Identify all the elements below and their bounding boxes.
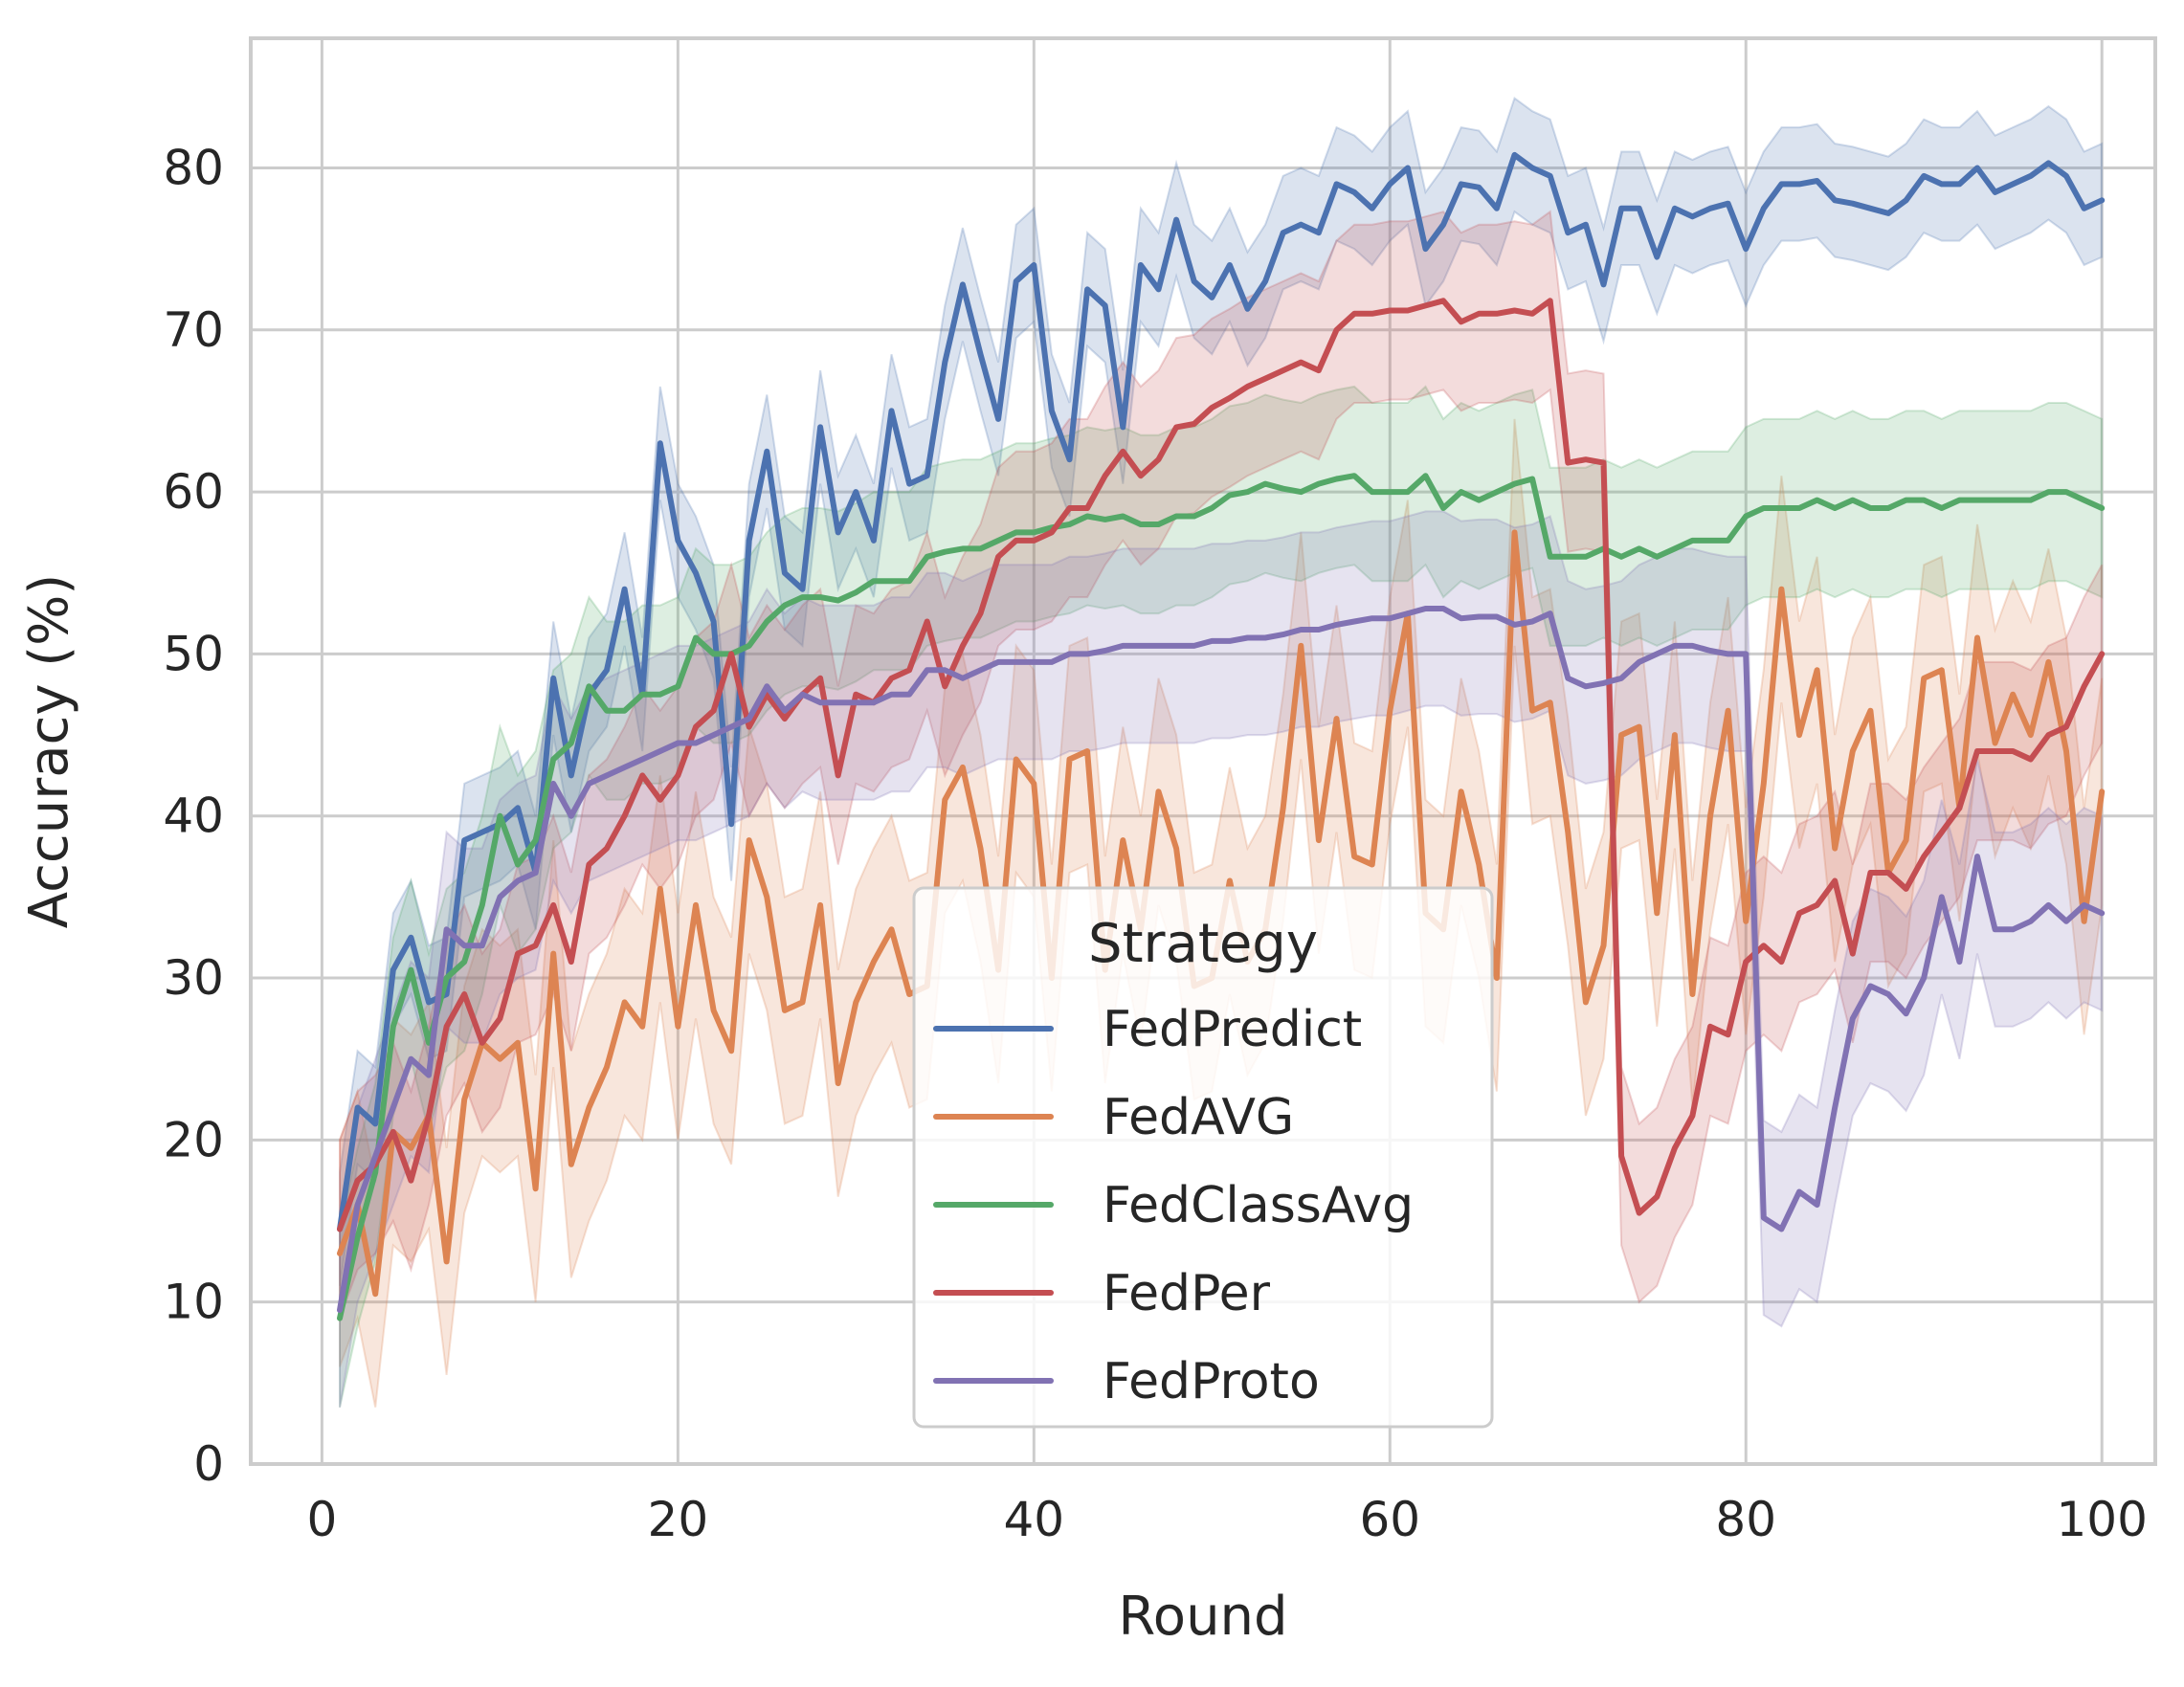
tick-labels: 0 20 40 60 80 100 0 10 20 30 40 50 60 70 80 (163, 140, 2148, 1547)
x-tick-label-80: 80 (1715, 1492, 1776, 1547)
fedproto-confidence-band (339, 510, 2104, 1408)
x-tick-label-60: 60 (1359, 1492, 1420, 1547)
x-tick-label-20: 20 (648, 1492, 709, 1547)
fedclassavg-line (337, 473, 2106, 1321)
y-tick-label-0: 0 (193, 1436, 224, 1492)
legend-label-fedpredict: FedPredict (1103, 1001, 1362, 1058)
fedper-line (337, 298, 2106, 1232)
legend-title: Strategy (1088, 913, 1318, 975)
x-axis-label: Round (1118, 1586, 1287, 1648)
y-tick-label-50: 50 (163, 626, 224, 681)
legend-label-fedper: FedPer (1103, 1265, 1271, 1322)
legend-box (912, 886, 1494, 1429)
legend-label-fedproto: FedProto (1103, 1353, 1320, 1410)
x-tick-label-100: 100 (2056, 1492, 2147, 1547)
fedproto-line (337, 606, 2106, 1314)
x-tick-label-40: 40 (1004, 1492, 1065, 1547)
fedpredict-confidence-band (339, 96, 2104, 1286)
y-axis-label: Accuracy (%) (18, 574, 80, 928)
y-tick-label-70: 70 (163, 302, 224, 358)
legend-label-fedavg: FedAVG (1103, 1089, 1294, 1146)
y-tick-label-40: 40 (163, 788, 224, 844)
y-tick-label-80: 80 (163, 140, 224, 195)
legend-label-fedclassavg: FedClassAvg (1103, 1177, 1414, 1234)
y-tick-label-30: 30 (163, 950, 224, 1006)
legend: Strategy FedPredict FedAVG FedClassAvg FedP… (912, 886, 1494, 1429)
y-tick-label-10: 10 (163, 1275, 224, 1330)
y-tick-label-60: 60 (163, 464, 224, 520)
y-tick-label-20: 20 (163, 1112, 224, 1167)
fedpredict-line (337, 151, 2106, 1232)
x-tick-label-0: 0 (306, 1492, 337, 1547)
